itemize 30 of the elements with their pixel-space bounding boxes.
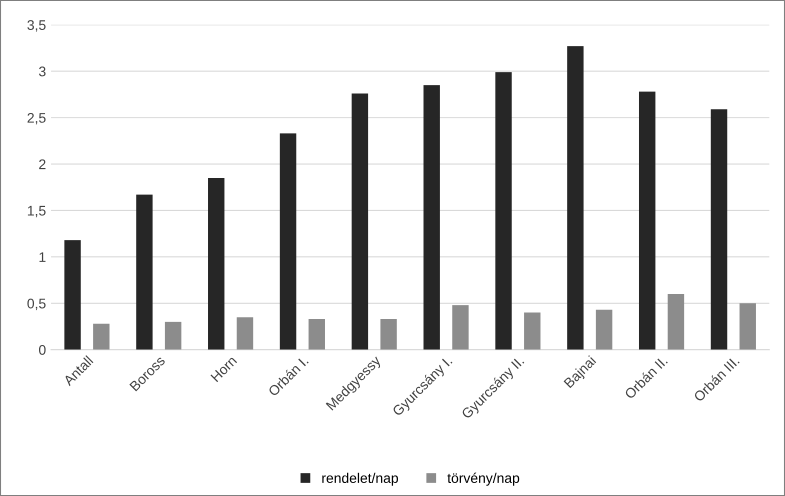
bar [236, 317, 254, 350]
bar [567, 46, 584, 350]
y-tick-label: 0,5 [27, 298, 46, 310]
y-tick-label: 1 [40, 252, 46, 262]
y-tick-label: 0 [38, 345, 46, 355]
bar [452, 305, 469, 350]
bar [380, 319, 397, 350]
bar [524, 312, 540, 350]
bar [710, 109, 728, 350]
bar [495, 72, 512, 350]
bar [596, 310, 612, 350]
bar [352, 93, 368, 350]
y-tick-label: 3 [38, 66, 46, 76]
legend-label: törvény/nap [447, 472, 520, 486]
y-tick-label: 1,5 [28, 206, 46, 218]
bar [208, 178, 224, 350]
bar [638, 92, 656, 350]
bar [164, 322, 182, 350]
bar [668, 294, 684, 350]
bar [280, 133, 296, 350]
y-tick-label: 2,5 [28, 112, 46, 124]
legend-label: rendelet/nap [322, 472, 398, 486]
bar [93, 324, 110, 350]
bar [64, 240, 81, 350]
bar [308, 319, 325, 350]
bar [136, 194, 153, 350]
bar [740, 303, 756, 350]
y-tick-label: 2 [39, 159, 46, 170]
bar [424, 85, 440, 350]
y-tick-label: 3,5 [27, 20, 46, 32]
